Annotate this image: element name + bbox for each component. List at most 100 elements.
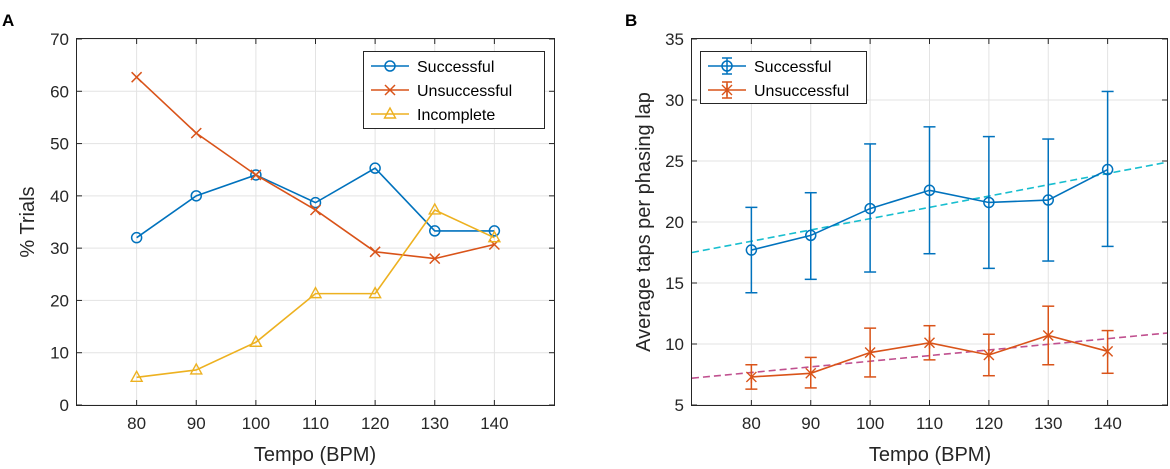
panel-a-series-incomplete-point [249, 334, 263, 347]
panel-b-ytick-label: 15 [665, 274, 684, 293]
panel-b-series-successful [745, 90, 1114, 294]
panel-a-series-successful-point [488, 225, 501, 237]
panel-b-series-successful-point [805, 229, 817, 242]
panel-a-ytick-label: 10 [50, 344, 69, 363]
panel-b-series-unsuccessful-point [983, 348, 995, 361]
panel-a-ticks: 80 90 100 110 120 130 140 0 10 20 30 40 50 60 70 [50, 30, 554, 433]
panel-b-ytick-label: 20 [665, 213, 684, 232]
panel-b-series-unsuccessful-point [805, 367, 817, 380]
panel-a-ytick-label: 0 [60, 396, 69, 415]
panel-a-ytick-label: 60 [50, 82, 69, 101]
panel-a-legend-unsuccessful-marker [384, 84, 396, 96]
panel-b-legend: Successful Unsuccessful [700, 51, 867, 104]
panel-a-xlabel: Tempo (BPM) [254, 444, 376, 466]
panel-b-xtick-label: 140 [1093, 414, 1121, 433]
panel-a-series-unsuccessful-point [190, 127, 202, 139]
panel-b-ytick-label: 30 [665, 91, 684, 110]
panel-b-xtick-label: 80 [742, 414, 761, 433]
panel-b-series-successful-point [864, 202, 876, 215]
panel-a-series-successful-point [190, 190, 202, 202]
panel-a-axes-box [76, 38, 555, 406]
panel-a-series [129, 71, 502, 382]
panel-a-legend-unsuccessful-label: Unsuccessful [417, 83, 512, 100]
panel-a-ytick-label: 40 [50, 187, 69, 206]
panel-a-legend-incomplete-marker [383, 106, 397, 119]
panel-a-series-incomplete-point [428, 202, 442, 215]
panel-a-series-unsuccessful-point [429, 253, 441, 265]
panel-b-xtick-label: 120 [975, 414, 1003, 433]
panel-b-series-unsuccessful-point [924, 336, 935, 349]
panel-a-ytick-label: 50 [50, 135, 69, 154]
panel-a-series-successful-line [136, 167, 495, 239]
panel-b-xlabel: Tempo (BPM) [869, 444, 991, 466]
panel-b-legend-successful-marker [721, 60, 733, 72]
panel-a-series-successful-point [250, 169, 262, 181]
panel-b-xtick-label: 110 [916, 414, 943, 433]
panel-a-legend-successful-marker [384, 60, 396, 72]
panel-b-trendline-2 [691, 332, 1168, 379]
panel-b-series-successful-point [983, 196, 995, 209]
panel-a-legend: Successful Unsuccessful Incomplete [363, 51, 545, 129]
panel-a-legend-incomplete: Incomplete [371, 106, 495, 124]
panel-b-series-unsuccessful-point [1042, 329, 1054, 342]
panel-b-series-successful-point [923, 184, 936, 197]
panel-a: A 80 90 100 110 120 130 140 0 10 20 30 40 50 60 70 Tem… [2, 11, 555, 466]
panel-b-series-unsuccessful [745, 305, 1114, 390]
panel-a-series-incomplete-point [368, 286, 382, 299]
panel-a-ylabel: % Trials [17, 186, 39, 257]
panel-a-series-incomplete-point [308, 286, 323, 299]
panel-b-legend-successful: Successful [708, 57, 831, 76]
panel-b-ticks: 80 90 100 110 120 130 140 5 10 15 20 25 30 35 [665, 30, 1167, 433]
panel-a-ytick-label: 30 [50, 239, 69, 258]
panel-a-legend-incomplete-label: Incomplete [417, 107, 495, 124]
panel-b-legend-unsuccessful-marker [721, 84, 733, 96]
panel-a-xtick-label: 80 [127, 414, 146, 433]
panel-b-series-successful-line [751, 168, 1108, 251]
panel-b-series-unsuccessful-point [745, 370, 757, 383]
panel-a-series-successful-point [369, 162, 381, 174]
panel-b-ytick-label: 10 [665, 335, 684, 354]
panel-a-xtick-label: 140 [480, 414, 508, 433]
panel-b-legend-successful-label: Successful [754, 59, 831, 76]
panel-a-ytick-label: 20 [50, 291, 69, 310]
panel-a-series-successful-point [309, 196, 322, 209]
panel-a-xtick-label: 90 [187, 414, 206, 433]
panel-b-series-successful-point [1042, 194, 1054, 206]
panel-b-trendlines [691, 161, 1168, 379]
panel-b-series-successful-point [1101, 163, 1114, 176]
panel-a-series-unsuccessful-point [131, 71, 143, 83]
panel-a-series-unsuccessful-point [309, 204, 322, 216]
panel-b-series-unsuccessful-point [864, 346, 876, 359]
panel-b-xtick-label: 90 [801, 414, 820, 433]
panel-a-label: A [2, 11, 14, 30]
panel-a-series-incomplete-point [129, 369, 144, 382]
panel-a-xtick-label: 130 [421, 414, 449, 433]
panel-b-series [745, 90, 1114, 390]
panel-a-xtick-label: 110 [302, 414, 329, 433]
panel-a-series-unsuccessful-point [369, 246, 381, 258]
panel-a-xtick-label: 100 [242, 414, 270, 433]
panel-a-series-incomplete-point [189, 362, 203, 375]
panel-b-ytick-label: 35 [665, 30, 684, 49]
panel-b-xtick-label: 130 [1034, 414, 1062, 433]
panel-a-series-incomplete-point [487, 230, 502, 243]
panel-b-series-unsuccessful-point [1102, 345, 1114, 358]
panel-a-series-incomplete [129, 202, 502, 382]
panel-a-legend-unsuccessful: Unsuccessful [371, 83, 512, 100]
panel-b-trendline-1 [691, 161, 1168, 254]
panel-b-ytick-label: 5 [675, 396, 684, 415]
panel-a-legend-successful: Successful [371, 59, 494, 76]
panel-b-legend-unsuccessful: Unsuccessful [708, 81, 849, 100]
panel-b-legend-box [700, 51, 867, 104]
panel-b-axes-box [691, 38, 1168, 406]
panel-b-xtick-label: 100 [856, 414, 884, 433]
panel-a-series-successful-point [429, 225, 441, 237]
panel-a-ytick-label: 70 [50, 30, 69, 49]
panel-a-xtick-label: 120 [361, 414, 389, 433]
panel-a-legend-successful-label: Successful [417, 59, 494, 76]
panel-a-series-successful [130, 162, 501, 244]
panel-b-ytick-label: 25 [665, 152, 684, 171]
panel-a-series-successful-point [130, 231, 143, 244]
panel-a-series-unsuccessful-point [250, 169, 262, 181]
